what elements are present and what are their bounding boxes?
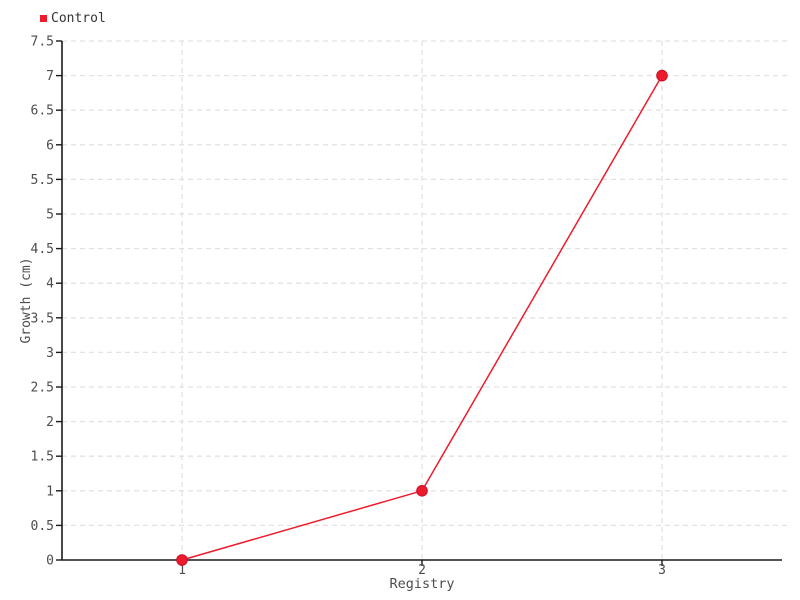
y-tick-label: 6.5 — [31, 104, 54, 119]
y-tick-label: 5 — [46, 208, 54, 223]
data-point[interactable] — [656, 69, 668, 82]
y-tick-label: 4.5 — [31, 242, 54, 257]
y-tick-label: 5.5 — [31, 173, 54, 188]
data-point[interactable] — [416, 485, 428, 497]
y-tick-label: 4 — [46, 277, 54, 292]
y-tick-label: 3.5 — [31, 311, 54, 326]
x-tick-label: 3 — [658, 563, 666, 578]
legend-label: Control — [51, 11, 106, 26]
y-tick-label: 0.5 — [31, 519, 54, 534]
y-tick-label: 2 — [46, 415, 54, 430]
x-axis-title: Registry — [389, 576, 454, 592]
legend-item-control[interactable]: Control — [40, 12, 106, 25]
y-tick-label: 2.5 — [31, 381, 54, 396]
legend: Control — [40, 12, 106, 25]
y-tick-label: 3 — [46, 346, 54, 361]
x-tick-label: 2 — [418, 563, 426, 578]
legend-swatch-icon — [40, 15, 47, 22]
y-tick-label: 1.5 — [31, 450, 54, 465]
y-tick-label: 0 — [46, 554, 54, 569]
y-axis-title: Growth (cm) — [19, 257, 34, 343]
data-point[interactable] — [176, 554, 188, 566]
y-tick-label: 6 — [46, 138, 54, 153]
y-tick-label: 7 — [46, 69, 54, 84]
y-tick-label: 7.5 — [31, 35, 54, 50]
y-tick-label: 1 — [46, 484, 54, 499]
x-tick-label: 1 — [178, 563, 186, 578]
